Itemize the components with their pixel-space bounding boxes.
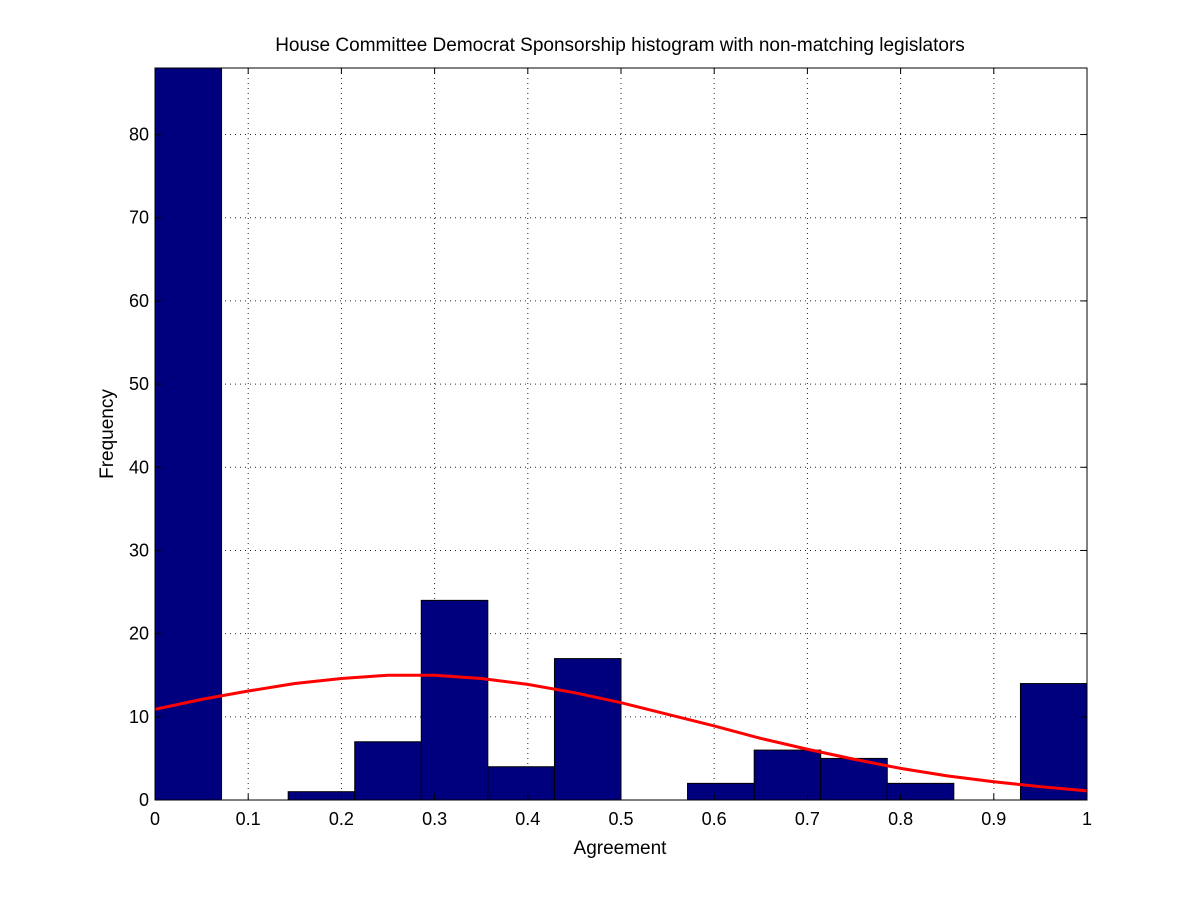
y-tick-label: 80	[129, 125, 149, 145]
histogram-bar	[886, 782, 955, 801]
histogram-bar	[287, 791, 356, 801]
x-tick-label: 1	[1082, 809, 1092, 829]
x-tick-label: 0.8	[888, 809, 913, 829]
y-tick-label: 20	[129, 624, 149, 644]
axes	[154, 67, 1088, 801]
x-tick-label: 0.3	[422, 809, 447, 829]
y-tick-label: 60	[129, 291, 149, 311]
fit-curve-line	[154, 673, 1088, 793]
y-tick-label: 30	[129, 540, 149, 560]
x-tick-label: 0.7	[795, 809, 820, 829]
histogram-bar	[154, 67, 223, 801]
y-tick-label: 50	[129, 374, 149, 394]
chart-title: House Committee Democrat Sponsorship his…	[275, 35, 965, 56]
y-tick-label: 40	[129, 457, 149, 477]
histogram-bar	[354, 741, 422, 801]
y-tick-label: 0	[139, 790, 149, 810]
x-tick-label: 0.4	[515, 809, 540, 829]
x-tick-label: 0.6	[702, 809, 727, 829]
x-tick-label: 0.5	[608, 809, 633, 829]
histogram-bar	[687, 782, 755, 801]
histogram-bar	[487, 766, 555, 801]
y-tick-label: 70	[129, 208, 149, 228]
x-tick-label: 0.1	[236, 809, 261, 829]
y-tick-label: 10	[129, 707, 149, 727]
x-tick-label: 0.9	[981, 809, 1006, 829]
fit-curve	[154, 673, 1088, 793]
x-tick-label: 0.2	[329, 809, 354, 829]
histogram-bar	[553, 658, 622, 801]
histogram-bar	[753, 749, 822, 801]
grid	[155, 68, 1087, 800]
x-tick-label: 0	[150, 809, 160, 829]
y-tick-labels: 0 10 20 30 40 50 60 70 80	[129, 125, 149, 810]
x-axis-title: Agreement	[574, 838, 668, 859]
histogram-bar	[1019, 683, 1088, 801]
x-tick-labels: 0 0.1 0.2 0.3 0.4 0.5 0.6 0.7 0.8 0.9 1	[150, 809, 1092, 829]
histogram-bar	[420, 599, 489, 801]
y-axis-title: Frequency	[97, 389, 118, 479]
bars	[154, 67, 1088, 801]
